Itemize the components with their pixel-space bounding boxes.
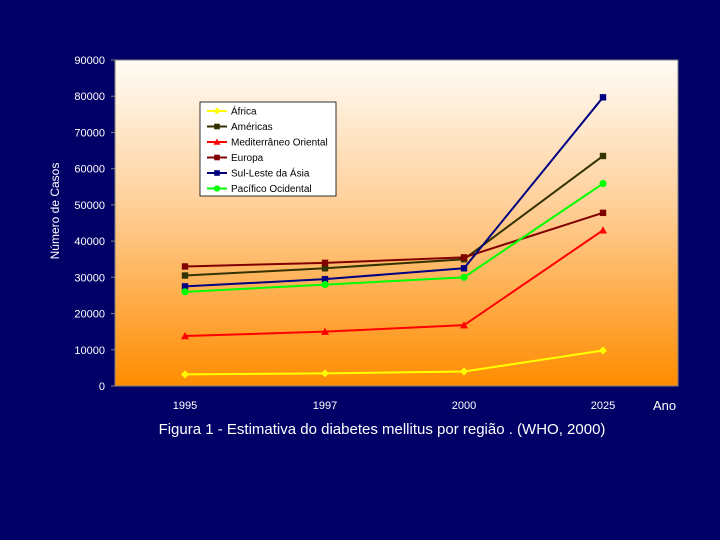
data-point [599,179,607,188]
data-point [599,226,607,234]
data-point [321,327,329,335]
legend-marker [213,107,221,115]
legend-label: Europa [231,153,264,164]
y-tick-label: 20000 [74,309,105,321]
data-point [181,370,189,379]
data-point [460,254,468,261]
y-tick-label: 10000 [74,345,105,357]
data-point [321,275,329,283]
data-point [181,263,189,270]
legend-marker [213,138,221,145]
data-point [460,367,468,376]
y-tick-label: 0 [99,381,105,393]
series-4 [181,94,607,290]
data-point [599,94,607,101]
series-line [184,182,604,293]
series-3 [181,209,607,270]
data-point [321,265,329,272]
series-line [184,229,604,338]
x-axis-title: Ano [653,398,677,413]
legend-marker [214,170,220,176]
data-point [599,346,607,355]
series-2 [181,226,607,340]
data-point [460,273,468,281]
series-layer [181,94,607,379]
x-tick-label: 1997 [313,400,337,412]
x-axis: 1995 1997 2000 2025 [115,385,678,412]
series-0 [181,346,607,379]
legend-marker [214,154,220,161]
legend-label: África [231,105,257,118]
series-line [184,155,604,277]
figure-caption: Figura 1 - Estimativa do diabetes mellit… [158,421,606,438]
data-point [181,288,189,296]
y-tick-label: 50000 [74,200,105,212]
x-tick-label: 2000 [452,400,476,412]
series-line [184,211,604,268]
data-point [460,265,468,272]
legend: África Américas Mediterrâneo Oriental Europ… [199,101,337,197]
data-point [599,209,607,217]
y-tick-label: 40000 [74,236,105,248]
series-line [184,96,604,288]
y-tick-label: 60000 [74,164,105,176]
data-point [599,152,607,160]
x-tick-label: 1995 [173,400,197,412]
y-tick-label: 80000 [74,91,105,103]
y-axis-title: Número de Casos [48,163,62,260]
legend-label: Sul-Leste da Ásia [231,167,310,180]
data-point [321,369,329,378]
legend-label: Mediterrâneo Oriental [231,138,328,149]
legend-label: Pacífico Ocidental [231,184,312,195]
data-point [181,272,189,279]
legend-marker [214,123,220,130]
y-tick-label: 30000 [74,272,105,284]
data-point [460,321,468,329]
legend-box [199,101,337,197]
legend-marker [213,185,221,192]
y-tick-label: 90000 [74,55,105,67]
data-point [321,280,329,289]
y-tick-label: 70000 [74,127,105,139]
series-5 [181,179,607,296]
data-point [321,259,329,267]
data-point [181,283,189,290]
data-point [181,332,189,340]
series-line [184,349,604,376]
y-axis: 0 10000 20000 30000 40000 50000 60000 70000 8000… [74,55,116,393]
legend-label: Américas [231,122,273,133]
x-tick-label: 2025 [591,400,615,412]
